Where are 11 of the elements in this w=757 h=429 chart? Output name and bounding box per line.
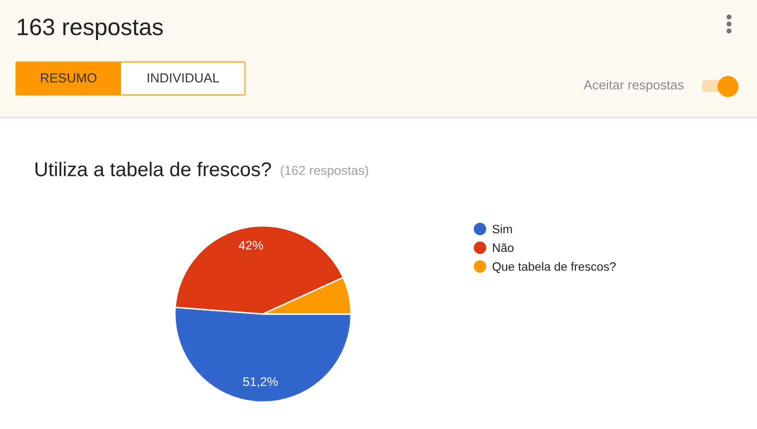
- text: Aceitar respostas: [584, 80, 684, 92]
- chart-title: Utiliza a tabela de frescos?: [36, 162, 271, 176]
- text: 163 respostas: [18, 18, 163, 40]
- legend-label: Que tabela de frescos?: [492, 262, 616, 273]
- chart-subtitle: (162 respostas): [280, 166, 368, 178]
- text: RESUMO: [41, 73, 96, 82]
- text: INDIVIDUAL: [148, 73, 220, 82]
- legend-label: Não: [492, 243, 514, 252]
- legend-label: Sim: [492, 224, 512, 234]
- data-label: 42%: [238, 240, 264, 250]
- data-label: 51,2%: [243, 377, 278, 388]
